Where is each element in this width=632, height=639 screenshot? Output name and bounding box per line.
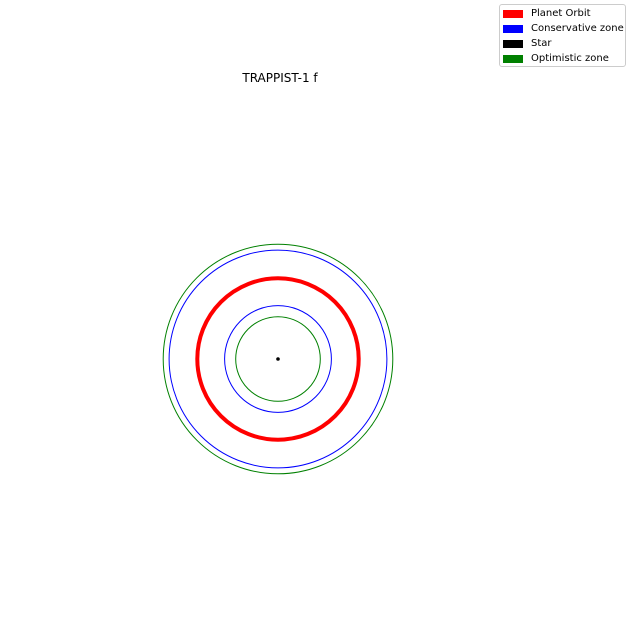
legend: Planet Orbit Conservative zone Star Opti… bbox=[499, 4, 626, 67]
optimistic-zone-inner-circle bbox=[235, 316, 321, 402]
conservative-zone-inner-circle bbox=[224, 305, 332, 413]
legend-item-star: Star bbox=[503, 38, 552, 50]
legend-swatch-conservative-zone bbox=[503, 25, 523, 33]
legend-label-planet-orbit: Planet Orbit bbox=[531, 8, 591, 19]
legend-swatch-optimistic-zone bbox=[503, 55, 523, 63]
legend-label-optimistic-zone: Optimistic zone bbox=[531, 53, 609, 64]
legend-item-conservative-zone: Conservative zone bbox=[503, 23, 624, 35]
planet-orbit-circle bbox=[195, 276, 361, 442]
star-marker bbox=[276, 357, 280, 361]
legend-swatch-planet-orbit bbox=[503, 10, 523, 18]
legend-label-star: Star bbox=[531, 38, 552, 49]
legend-swatch-star bbox=[503, 40, 523, 48]
legend-item-planet-orbit: Planet Orbit bbox=[503, 8, 591, 20]
legend-label-conservative-zone: Conservative zone bbox=[531, 23, 624, 34]
optimistic-zone-outer-circle bbox=[162, 243, 394, 475]
legend-item-optimistic-zone: Optimistic zone bbox=[503, 53, 609, 65]
conservative-zone-outer-circle bbox=[168, 249, 388, 469]
diagram-layer bbox=[162, 243, 394, 475]
chart-title: TRAPPIST-1 f bbox=[242, 71, 318, 85]
